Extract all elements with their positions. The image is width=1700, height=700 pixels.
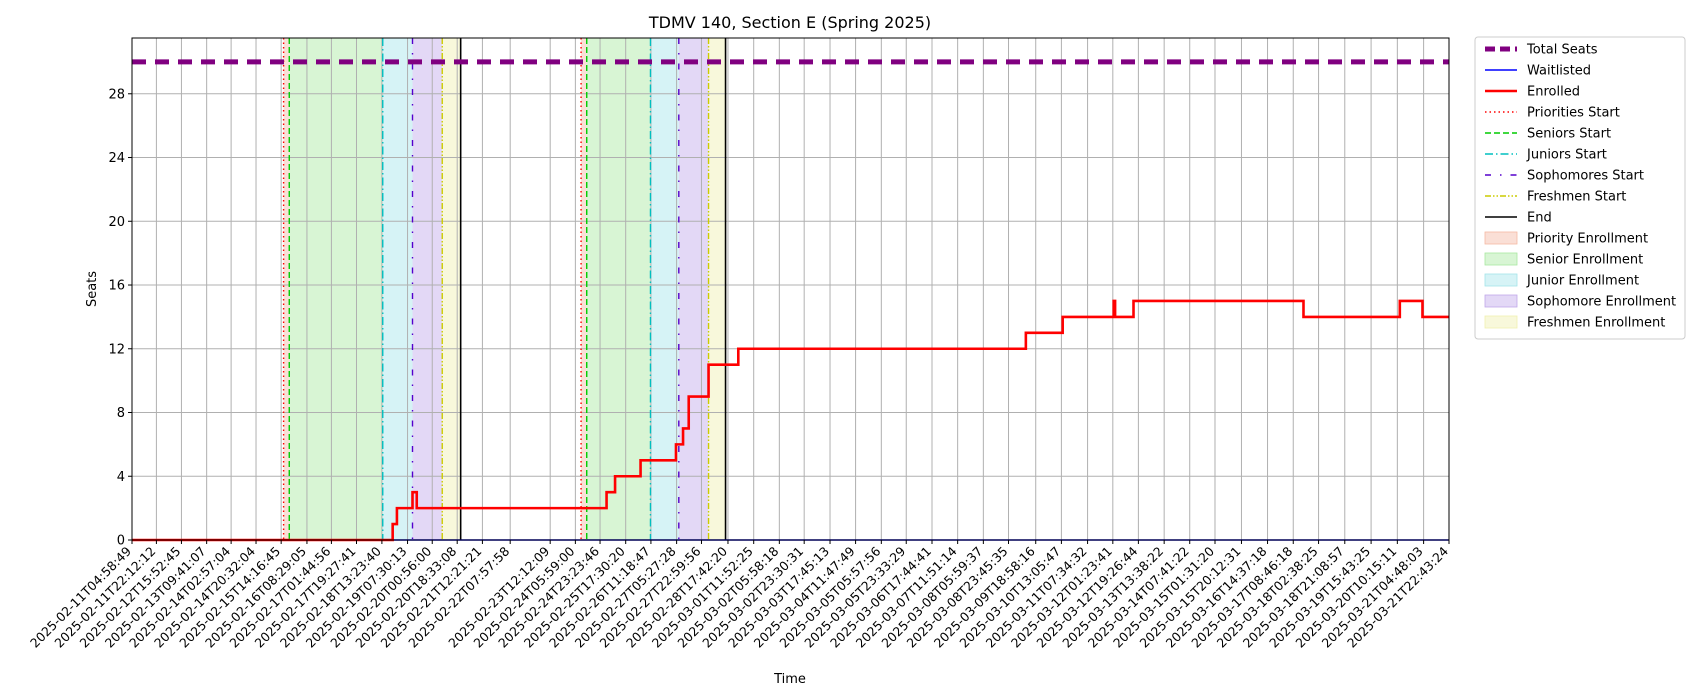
series-enrolled (132, 299, 1449, 542)
region-sophomore-enrollment (678, 38, 709, 540)
y-tick-label: 24 (108, 151, 125, 166)
legend-label-end: End (1527, 211, 1552, 226)
legend-swatch-sophomore-enrollment (1484, 294, 1518, 308)
legend-label-freshmen-start: Freshmen Start (1527, 190, 1626, 205)
legend-label-juniors-start: Juniors Start (1526, 148, 1607, 163)
region-senior-enrollment (289, 38, 383, 540)
legend-label-senior-enrollment: Senior Enrollment (1527, 253, 1643, 268)
legend-label-enrolled: Enrolled (1527, 85, 1580, 100)
legend-label-junior-enrollment: Junior Enrollment (1526, 274, 1639, 289)
y-tick-label: 0 (117, 534, 125, 549)
legend-label-sophomore-enrollment: Sophomore Enrollment (1527, 295, 1676, 310)
grid-lines (131, 38, 1450, 541)
x-axis-label: Time (773, 672, 806, 687)
region-freshmen-enrollment (708, 38, 726, 540)
y-tick-label: 20 (108, 215, 125, 230)
y-tick-label: 8 (117, 406, 125, 421)
x-axis: 2025-02-11T04:58:492025-02-11T22:12:1220… (27, 540, 1451, 651)
legend-swatch-priority-enrollment (1484, 231, 1518, 245)
region-priority-enrollment (581, 38, 587, 540)
legend-label-freshmen-enrollment: Freshmen Enrollment (1527, 316, 1665, 331)
y-tick-label: 12 (108, 342, 125, 357)
y-tick-label: 16 (108, 279, 125, 294)
legend-label-priority-enrollment: Priority Enrollment (1527, 232, 1648, 247)
region-sophomore-enrollment (412, 38, 443, 540)
legend-label-waitlisted: Waitlisted (1527, 64, 1591, 79)
legend-swatch-freshmen-enrollment (1484, 315, 1518, 329)
legend-label-seniors-start: Seniors Start (1527, 127, 1611, 142)
chart-title: TDMV 140, Section E (Spring 2025) (648, 13, 931, 32)
enrollment-regions (283, 38, 726, 540)
legend-label-sophomores-start: Sophomores Start (1527, 169, 1644, 184)
plot-frame (131, 37, 1450, 541)
legend-box (1474, 36, 1686, 340)
legend-swatch-junior-enrollment (1484, 273, 1518, 287)
y-tick-label: 4 (117, 470, 125, 485)
region-senior-enrollment (586, 38, 651, 540)
legend: Total Seats Waitlisted Enrolled Priorities … (1474, 36, 1686, 340)
y-axis-label: Seats (85, 271, 100, 307)
legend-label-priorities-start: Priorities Start (1527, 106, 1620, 121)
y-tick-label: 28 (108, 87, 125, 102)
region-priority-enrollment (283, 38, 290, 540)
y-axis: 0 4 8 12 16 20 24 28 (108, 87, 132, 549)
region-freshmen-enrollment (442, 38, 461, 540)
legend-swatch-senior-enrollment (1484, 252, 1518, 266)
region-junior-enrollment (650, 38, 679, 540)
legend-label-total-seats: Total Seats (1526, 43, 1598, 58)
phase-start-lines (282, 38, 727, 540)
